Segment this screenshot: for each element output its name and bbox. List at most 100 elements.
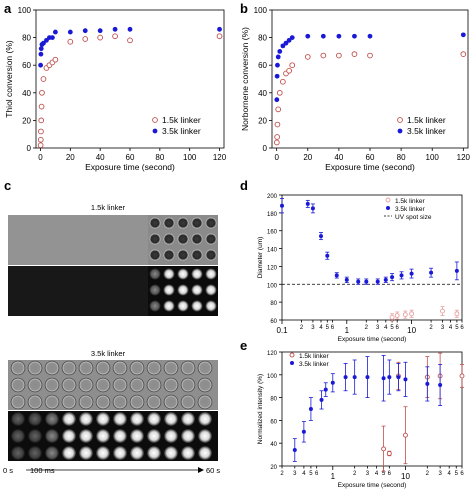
micro-well	[149, 249, 161, 261]
data-point-3-5k	[330, 380, 335, 385]
x-tick-label: 80	[155, 153, 164, 162]
micro-well	[78, 360, 94, 376]
y-axis-label: Norbornene conversion (%)	[240, 27, 250, 131]
y-tick-label: 60	[22, 61, 31, 70]
data-point-1-5k	[459, 373, 465, 379]
micro-well	[205, 217, 217, 229]
x-minor-tick-label: 4	[384, 325, 388, 331]
fluor-spot	[205, 284, 217, 296]
micro-well	[129, 377, 145, 393]
x-tick-label: 100	[183, 153, 197, 162]
fluor-spot	[113, 412, 127, 426]
micrograph-panel: 1.5k linker 3.5k linker 0 s 100 ms 60 s	[3, 203, 220, 475]
fluor-spot	[181, 446, 195, 460]
fluor-spot	[149, 300, 161, 312]
fluor-spot	[181, 429, 195, 443]
data-point-1-5k	[394, 313, 400, 318]
data-point-1-5k	[274, 121, 281, 128]
micrograph-bottom-fluor-spots	[11, 412, 212, 460]
data-point-1-5k	[280, 78, 286, 85]
y-tick-label: 20	[22, 116, 31, 125]
x-minor-tick-label: 6	[460, 325, 464, 331]
x-major-tick-label: 10	[401, 472, 410, 481]
micro-well	[27, 377, 43, 393]
fluor-spot	[147, 446, 161, 460]
x-minor-tick-label: 4	[319, 325, 323, 331]
fluor-spot	[79, 429, 93, 443]
data-point-3-5k	[460, 32, 466, 38]
y-tick-label: 0	[263, 144, 268, 153]
x-minor-tick-label: 6	[388, 471, 392, 477]
x-minor-tick-label: 6	[460, 471, 464, 477]
data-point-1-5k	[460, 51, 467, 58]
data-point-3-5k	[308, 407, 313, 411]
data-point-3-5k	[429, 270, 434, 275]
fluor-spot	[96, 412, 110, 426]
micro-well	[10, 377, 26, 393]
data-point-3-5k	[319, 397, 324, 402]
data-point-3-5k	[305, 33, 311, 39]
x-minor-tick-label: 3	[366, 471, 370, 477]
y-tick-label: 120	[267, 351, 278, 357]
data-point-1-5k	[409, 311, 415, 317]
fluor-spot	[113, 446, 127, 460]
x-axis-label: Exposure time (second)	[85, 162, 175, 172]
fluor-spot	[62, 412, 76, 426]
data-point-3-5k	[409, 271, 414, 276]
x-minor-tick-label: 3	[376, 325, 380, 331]
data-point-3-5k	[275, 62, 280, 68]
micro-well	[129, 394, 145, 410]
fluor-spot	[113, 429, 127, 443]
data-point-3-5k	[283, 40, 289, 46]
micro-well	[78, 394, 94, 410]
fluor-spot	[191, 268, 203, 280]
legend-label: 1.5k linker	[395, 198, 425, 205]
fluor-spot	[198, 412, 212, 426]
y-tick-label: 80	[22, 34, 31, 43]
micro-well	[112, 377, 128, 393]
data-point-1-5k	[320, 52, 327, 59]
micro-well	[44, 360, 60, 376]
data-point-3-5k	[217, 26, 222, 32]
micro-well	[163, 360, 179, 376]
data-point-3-5k	[97, 28, 103, 34]
data-point-1-5k	[112, 33, 118, 40]
fluor-spot	[62, 446, 76, 460]
micro-well	[177, 249, 189, 261]
micro-well	[112, 394, 128, 410]
y-tick-label: 80	[270, 397, 277, 403]
micro-well	[61, 377, 77, 393]
x-major-tick-label: 0.1	[276, 326, 288, 335]
legend-marker-3-5k	[386, 206, 390, 210]
data-point-3-5k	[396, 375, 401, 380]
x-minor-tick-label: 4	[448, 471, 452, 477]
legend-label: 1.5k linker	[407, 115, 446, 125]
x-tick-label: 0	[38, 153, 43, 162]
data-point-3-5k	[367, 33, 373, 39]
legend-label: 3.5k linker	[395, 206, 425, 213]
time-end-label: 60 s	[206, 466, 220, 475]
fluor-spot	[11, 429, 25, 443]
legend-marker-1-5k	[289, 352, 295, 358]
micro-well	[180, 394, 196, 410]
fluor-spot	[28, 446, 42, 460]
micro-well	[163, 217, 175, 229]
micro-well	[146, 377, 162, 393]
x-minor-tick-label: 2	[300, 325, 304, 331]
data-point-3-5k	[52, 29, 58, 35]
micrograph-bottom-title: 3.5k linker	[91, 349, 126, 358]
y-tick-label: 80	[270, 301, 277, 307]
y-tick-label: 80	[258, 34, 267, 43]
data-point-3-5k	[38, 51, 44, 57]
fluor-spot	[147, 429, 161, 443]
y-tick-label: 140	[267, 248, 278, 254]
micro-well	[129, 360, 145, 376]
fluor-spot	[164, 446, 178, 460]
micro-well	[61, 360, 77, 376]
x-tick-label: 20	[303, 153, 312, 162]
chart-b-norbornene-conversion: 0 20 40 60 80 100 0 20 40 60 80 100 120 Exposure time…	[240, 6, 471, 172]
data-point-3-5k	[352, 33, 357, 39]
